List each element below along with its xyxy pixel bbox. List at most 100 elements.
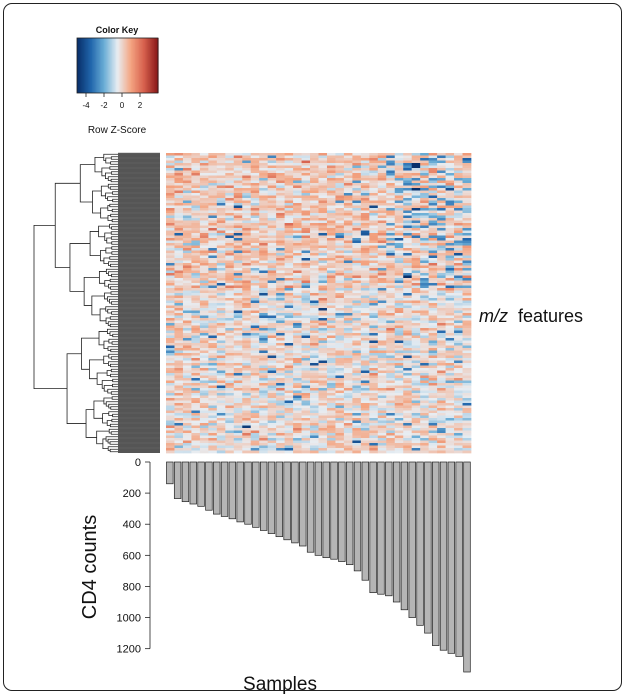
heatmap-cell xyxy=(191,175,201,179)
heatmap-cell xyxy=(208,323,218,326)
heatmap-cell xyxy=(352,353,362,356)
color-key-segment xyxy=(101,38,104,93)
heatmap-cell xyxy=(377,205,387,209)
heatmap-cell xyxy=(369,215,379,219)
heatmap-cell xyxy=(377,328,387,331)
heatmap-cell xyxy=(250,260,260,264)
heatmap-cell xyxy=(377,410,387,414)
heatmap-cell xyxy=(225,385,235,389)
heatmap-cell xyxy=(267,415,277,419)
heatmap-cell xyxy=(191,198,201,201)
heatmap-cell xyxy=(191,168,201,171)
heatmap-cell xyxy=(445,265,455,269)
heatmap-cell xyxy=(377,445,387,449)
heatmap-cell xyxy=(445,448,455,451)
heatmap-cell xyxy=(326,418,336,421)
heatmap-cell xyxy=(369,245,379,249)
heatmap-cell xyxy=(250,368,260,371)
heatmap-cell xyxy=(208,233,218,236)
heatmap-cell xyxy=(182,160,192,164)
heatmap-cell xyxy=(250,215,260,219)
heatmap-cell xyxy=(242,418,252,421)
heatmap-cell xyxy=(259,188,269,191)
heatmap-cell xyxy=(326,313,336,316)
heatmap-cell xyxy=(242,200,252,204)
heatmap-cell xyxy=(191,233,201,236)
heatmap-cell xyxy=(174,373,184,376)
heatmap-cell xyxy=(394,235,404,239)
heatmap-cell xyxy=(267,318,277,321)
heatmap-cell xyxy=(301,448,311,451)
heatmap-cell xyxy=(199,175,209,179)
heatmap-cell xyxy=(411,195,421,199)
heatmap-cell xyxy=(191,415,201,419)
heatmap-cell xyxy=(420,263,429,266)
heatmap-cell xyxy=(335,345,345,349)
heatmap-cell xyxy=(411,380,421,384)
heatmap-cell xyxy=(437,400,446,404)
heatmap-cell xyxy=(454,178,463,181)
heatmap-cell xyxy=(284,268,294,271)
heatmap-cell xyxy=(242,223,252,226)
heatmap-cell xyxy=(293,410,302,414)
heatmap-cell xyxy=(326,240,336,244)
heatmap-cell xyxy=(216,438,226,441)
heatmap-cell xyxy=(428,188,438,191)
heatmap-cell xyxy=(369,153,379,156)
heatmap-cell xyxy=(326,190,336,194)
heatmap-cell xyxy=(276,368,285,371)
heatmap-cell xyxy=(166,410,175,414)
heatmap-cell xyxy=(208,413,218,416)
heatmap-cell xyxy=(462,348,472,351)
heatmap-cell xyxy=(310,293,319,296)
heatmap-cell xyxy=(377,443,387,446)
heatmap-cell xyxy=(360,410,370,414)
heatmap-cell xyxy=(310,180,319,184)
heatmap-cell xyxy=(394,178,404,181)
heatmap-cell xyxy=(335,428,345,431)
heatmap-cell xyxy=(293,450,302,454)
heatmap-cell xyxy=(166,253,175,256)
heatmap-cell xyxy=(352,338,362,341)
heatmap-cell xyxy=(250,210,260,214)
heatmap-cell xyxy=(191,225,201,229)
heatmap-cell xyxy=(360,385,370,389)
heatmap-cell xyxy=(276,298,285,301)
heatmap-cell xyxy=(267,348,277,351)
heatmap-cell xyxy=(310,175,319,179)
cd4-bar xyxy=(197,461,205,507)
heatmap-cell xyxy=(445,370,455,374)
heatmap-cell xyxy=(411,410,421,414)
heatmap-cell xyxy=(369,195,379,199)
heatmap-cell xyxy=(411,338,421,341)
heatmap-cell xyxy=(233,173,243,176)
color-key-segment xyxy=(94,38,97,93)
heatmap-cell xyxy=(242,430,252,434)
heatmap-cell xyxy=(318,395,328,399)
heatmap-cell xyxy=(394,400,404,404)
heatmap-cell xyxy=(377,283,387,286)
heatmap-cell xyxy=(326,220,336,224)
heatmap-cell xyxy=(326,440,336,444)
heatmap-cell xyxy=(242,160,252,164)
heatmap-cell xyxy=(284,380,294,384)
heatmap-cell xyxy=(225,198,235,201)
heatmap-cell xyxy=(199,178,209,181)
heatmap-cell xyxy=(166,418,175,421)
heatmap-cell xyxy=(259,378,269,381)
heatmap-cell xyxy=(208,443,218,446)
heatmap-cell xyxy=(250,360,260,364)
heatmap-cell xyxy=(343,188,353,191)
heatmap-cell xyxy=(208,398,218,401)
heatmap-cell xyxy=(174,180,184,184)
heatmap-cell xyxy=(250,405,260,409)
heatmap-cell xyxy=(403,335,413,339)
color-key-segment xyxy=(89,38,92,93)
heatmap-cell xyxy=(225,373,235,376)
heatmap-cell xyxy=(284,408,294,411)
heatmap-cell xyxy=(352,310,362,314)
heatmap-cell xyxy=(437,358,446,361)
heatmap-cell xyxy=(284,225,294,229)
heatmap-cell xyxy=(318,233,328,236)
heatmap-cell xyxy=(318,378,328,381)
